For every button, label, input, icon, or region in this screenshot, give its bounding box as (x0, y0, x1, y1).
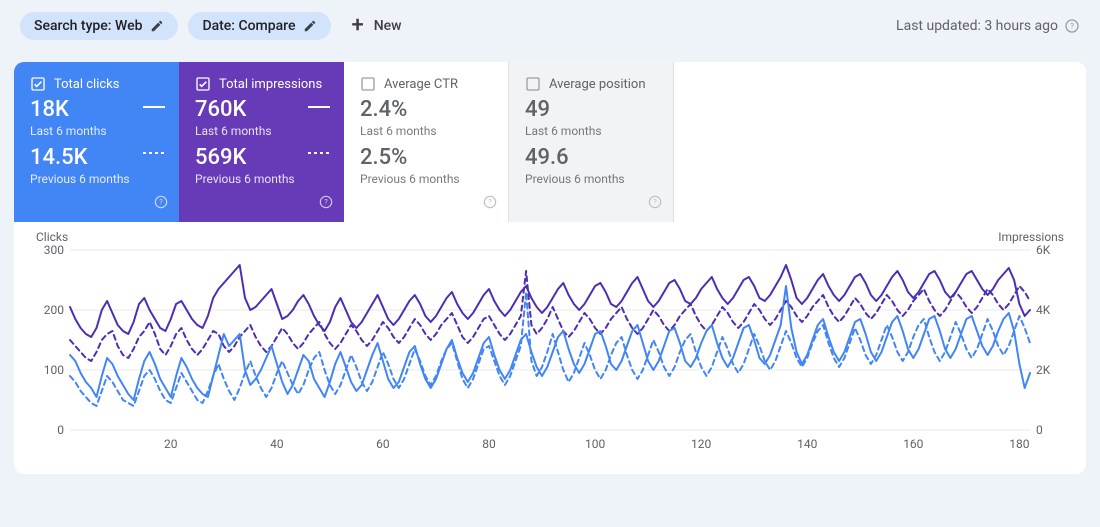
metric-previous-value: 49.6 (525, 146, 657, 170)
svg-text:180: 180 (1009, 437, 1029, 451)
svg-text:140: 140 (797, 437, 817, 451)
svg-text:100: 100 (44, 363, 64, 377)
checkbox-icon (195, 76, 211, 92)
svg-text:2K: 2K (1036, 363, 1051, 377)
svg-text:?: ? (324, 198, 328, 207)
metric-title: Total clicks (54, 77, 119, 92)
right-axis-title: Impressions (998, 230, 1064, 244)
metric-current-value: 49 (525, 98, 657, 122)
svg-text:4K: 4K (1036, 303, 1051, 317)
last-updated-text: Last updated: 3 hours ago ? (896, 18, 1080, 34)
metric-tile-position[interactable]: Average position 49 Last 6 months 49.6 P… (509, 62, 674, 222)
svg-text:0: 0 (1036, 423, 1043, 437)
svg-text:6K: 6K (1036, 244, 1051, 257)
metric-tile-ctr[interactable]: Average CTR 2.4% Last 6 months 2.5% Prev… (344, 62, 509, 222)
pencil-icon (303, 19, 317, 33)
metric-current-label: Last 6 months (195, 124, 328, 138)
svg-text:120: 120 (691, 437, 711, 451)
metric-previous-label: Previous 6 months (195, 172, 328, 186)
series-impressions_previous (70, 271, 1030, 361)
svg-text:?: ? (653, 198, 657, 207)
metric-previous-label: Previous 6 months (525, 172, 657, 186)
metrics-row: Total clicks 18K Last 6 months 14.5K Pre… (14, 62, 1086, 222)
metric-current-label: Last 6 months (30, 124, 163, 138)
series-clicks_previous (70, 292, 1030, 406)
metric-previous-value: 2.5% (360, 146, 492, 170)
metric-title: Average position (549, 77, 646, 92)
help-icon[interactable]: ? (1064, 18, 1080, 34)
help-icon[interactable]: ? (647, 194, 663, 214)
metric-current-value: 18K (30, 98, 163, 122)
metric-title: Average CTR (384, 77, 458, 92)
performance-card: Total clicks 18K Last 6 months 14.5K Pre… (14, 62, 1086, 474)
svg-text:0: 0 (57, 423, 64, 437)
metric-current-label: Last 6 months (360, 124, 492, 138)
chip-label: Search type: Web (34, 18, 142, 34)
svg-text:200: 200 (44, 303, 64, 317)
add-filter-button[interactable]: + New (351, 15, 401, 37)
svg-text:?: ? (159, 198, 163, 207)
svg-text:40: 40 (270, 437, 284, 451)
checkbox-icon (30, 76, 46, 92)
svg-text:80: 80 (482, 437, 496, 451)
series-impressions_current (70, 265, 1030, 337)
metric-current-value: 2.4% (360, 98, 492, 122)
metric-title: Total impressions (219, 77, 322, 92)
svg-text:60: 60 (376, 437, 390, 451)
metric-current-label: Last 6 months (525, 124, 657, 138)
new-label: New (374, 18, 402, 34)
checkbox-icon (360, 76, 376, 92)
svg-text:100: 100 (585, 437, 605, 451)
svg-text:?: ? (488, 198, 492, 207)
pencil-icon (150, 19, 164, 33)
svg-text:300: 300 (44, 244, 64, 257)
metric-tile-clicks[interactable]: Total clicks 18K Last 6 months 14.5K Pre… (14, 62, 179, 222)
metric-previous-label: Previous 6 months (360, 172, 492, 186)
svg-text:160: 160 (903, 437, 923, 451)
metric-current-value: 760K (195, 98, 328, 122)
performance-chart: 0 100 200 300 0 2K 4K 6K 20 40 60 80 100 120 140 160 180 (32, 244, 1068, 456)
help-icon[interactable]: ? (318, 194, 334, 214)
help-icon[interactable]: ? (482, 194, 498, 214)
left-axis-title: Clicks (36, 230, 68, 244)
svg-text:20: 20 (164, 437, 178, 451)
help-icon[interactable]: ? (153, 194, 169, 214)
metric-tile-impressions[interactable]: Total impressions 760K Last 6 months 569… (179, 62, 344, 222)
filter-chip-search-type[interactable]: Search type: Web (20, 12, 178, 40)
plus-icon: + (351, 15, 363, 37)
chip-label: Date: Compare (202, 18, 295, 34)
checkbox-icon (525, 76, 541, 92)
filter-chip-date[interactable]: Date: Compare (188, 12, 331, 40)
metric-previous-label: Previous 6 months (30, 172, 163, 186)
svg-text:?: ? (1070, 22, 1074, 31)
last-updated-label: Last updated: 3 hours ago (896, 18, 1058, 34)
